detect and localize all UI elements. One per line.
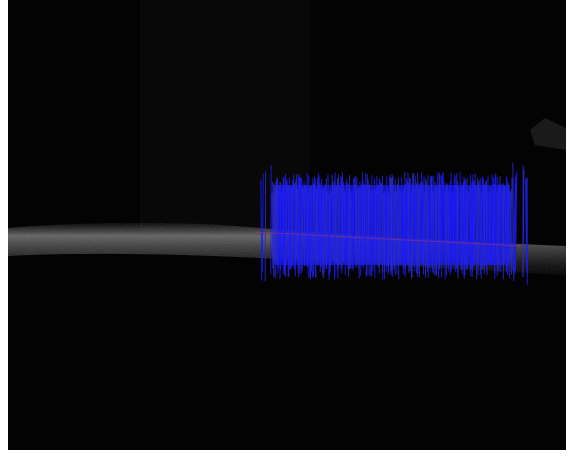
blue-line: [300, 178, 301, 275]
blue-line: [377, 188, 378, 263]
blue-line: [460, 183, 461, 263]
blue-line: [429, 194, 430, 267]
blue-line: [327, 191, 328, 269]
blue-line: [319, 176, 320, 259]
blue-line: [308, 176, 309, 278]
blue-line: [410, 179, 411, 264]
blue-line: [499, 184, 500, 271]
page: (() => { const svg = document.getElement…: [0, 0, 572, 456]
blue-line: [503, 186, 504, 279]
blue-line: [288, 185, 289, 277]
oct-image: [0, 0, 572, 456]
blue-line: [365, 174, 366, 262]
blue-line: [298, 189, 299, 274]
blue-line: [349, 175, 350, 270]
